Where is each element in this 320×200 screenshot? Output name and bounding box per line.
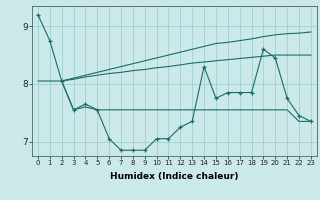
X-axis label: Humidex (Indice chaleur): Humidex (Indice chaleur)	[110, 172, 239, 181]
